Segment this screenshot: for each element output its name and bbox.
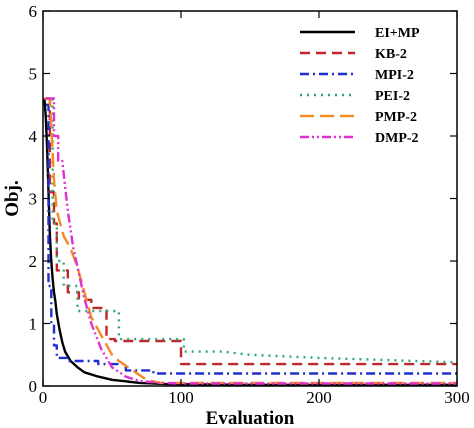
legend-label-5: DMP-2: [375, 131, 419, 146]
legend-label-2: MPI-2: [375, 68, 414, 83]
y-tick-label-3: 3: [29, 190, 38, 209]
series-line-1: [45, 97, 457, 366]
series-line-2: [45, 103, 457, 375]
series-line-0: [43, 98, 457, 386]
x-tick-label-2: 200: [306, 388, 332, 407]
series-line-4: [44, 97, 457, 385]
series-lines: [43, 97, 458, 386]
x-tick-label-0: 0: [39, 388, 48, 407]
legend-label-0: EI+MP: [375, 26, 420, 41]
y-tick-label-1: 1: [29, 315, 38, 334]
y-tick-label-0: 0: [29, 377, 38, 396]
legend: EI+MP KB-2 MPI-2 PEI-2 PMP-2 DMP-2: [300, 26, 420, 146]
x-tick-label-1: 100: [168, 388, 194, 407]
y-axis-label: Obj.: [2, 180, 23, 216]
series-line-5: [45, 97, 457, 385]
legend-label-3: PEI-2: [375, 89, 410, 104]
legend-label-1: KB-2: [375, 47, 407, 62]
y-tick-label-6: 6: [29, 2, 38, 21]
y-tick-label-2: 2: [29, 252, 38, 271]
series-line-3: [45, 97, 458, 364]
axis-ticks: [42, 10, 458, 387]
y-tick-label-5: 5: [29, 65, 38, 84]
y-tick-label-4: 4: [29, 127, 38, 146]
legend-label-4: PMP-2: [375, 110, 417, 125]
x-axis-label: Evaluation: [206, 408, 295, 428]
x-tick-label-3: 300: [444, 388, 470, 407]
tick-labels: 0 100 200 300 0 1 2 3 4 5 6: [29, 2, 470, 407]
